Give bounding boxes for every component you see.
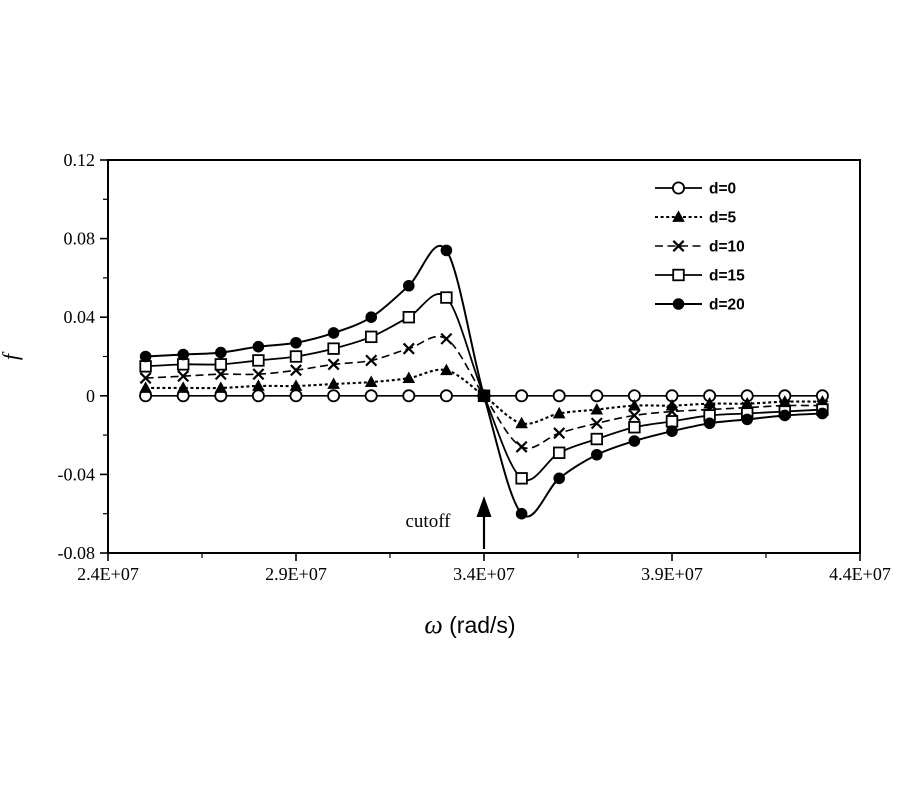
series-marker-d0 <box>364 389 378 403</box>
series-marker-d5 <box>440 363 453 376</box>
series-marker-d0 <box>552 389 566 403</box>
series-marker-d20 <box>515 507 528 520</box>
series-marker-d15 <box>214 358 228 371</box>
x-axis-tick-label: 2.9E+07 <box>265 564 327 584</box>
legend-d15-marker <box>672 268 685 282</box>
series-marker-d10 <box>590 417 603 430</box>
legend-d15-label: d=15 <box>709 268 745 285</box>
series-marker-d5 <box>289 379 303 391</box>
series-marker-d20 <box>666 425 678 437</box>
series-marker-d10 <box>666 405 678 418</box>
legend-d5-label: d=5 <box>709 210 737 227</box>
cutoff-arrow-head <box>476 496 492 517</box>
series-marker-d20 <box>252 340 265 353</box>
series-marker-d20 <box>440 244 453 257</box>
series-marker-d5 <box>139 381 152 393</box>
series-line-d20 <box>145 244 823 518</box>
y-axis-tick-label: 0.08 <box>64 229 96 249</box>
series-marker-d20 <box>365 311 378 324</box>
x-axis-tick-label: 4.4E+07 <box>829 564 891 584</box>
series-marker-d10 <box>252 368 265 381</box>
legend-d10-label: d=10 <box>709 239 745 256</box>
series-marker-d15 <box>590 432 604 446</box>
series-marker-d10 <box>628 409 641 422</box>
legend-d0-marker <box>672 181 686 195</box>
y-axis-tick-label: 0 <box>86 386 95 406</box>
y-axis-tick-label: -0.08 <box>58 543 96 563</box>
series-marker-d5 <box>252 379 265 391</box>
x-axis-units: (rad/s) <box>442 612 516 638</box>
series-marker-d10 <box>365 354 378 367</box>
series-marker-d20 <box>553 472 565 485</box>
series-marker-d10 <box>214 368 227 381</box>
x-axis-tick-label: 3.4E+07 <box>453 564 515 584</box>
series-marker-d20 <box>403 279 415 292</box>
series-marker-d15 <box>176 358 190 371</box>
series-marker-d10 <box>327 358 340 371</box>
x-axis-tick-label: 3.9E+07 <box>641 564 703 584</box>
series-marker-d20 <box>741 413 753 426</box>
series-marker-d5 <box>327 377 340 389</box>
series-marker-d20 <box>703 417 716 430</box>
series-marker-d5 <box>402 371 416 384</box>
y-axis-tick-label: -0.04 <box>58 464 96 484</box>
series-marker-d15 <box>402 310 416 324</box>
series-marker-d15 <box>628 421 641 434</box>
series-marker-d10 <box>139 372 152 385</box>
series-marker-d15 <box>327 342 340 355</box>
series-marker-d20 <box>290 336 302 349</box>
y-axis-tick-label: 0.04 <box>64 307 96 327</box>
legend-d0-label: d=0 <box>709 181 736 198</box>
series-marker-d15 <box>364 330 378 344</box>
series-marker-d0 <box>327 389 341 403</box>
series-marker-d5 <box>176 381 190 393</box>
series-marker-d20 <box>177 348 189 361</box>
series-marker-d0 <box>251 389 265 403</box>
legend-d10-marker <box>672 240 685 252</box>
series-marker-d20 <box>591 448 603 461</box>
series-marker-d10 <box>440 332 453 345</box>
series-marker-d15 <box>289 350 303 363</box>
series-marker-d10 <box>177 370 190 383</box>
series-marker-d20 <box>779 409 791 422</box>
series-marker-d5 <box>590 402 604 415</box>
y-axis-title: f <box>0 353 23 361</box>
legend-d5-marker <box>672 210 685 222</box>
series-marker-d20 <box>816 407 829 420</box>
series-marker-d10 <box>290 364 302 377</box>
series-marker-d10 <box>553 427 566 440</box>
series-marker-d0 <box>590 389 604 403</box>
series-marker-d5 <box>515 416 528 429</box>
series-marker-d0 <box>439 389 453 403</box>
series-marker-d0 <box>515 389 529 403</box>
series-marker-d5 <box>628 399 641 411</box>
legend-d20-label: d=20 <box>709 297 745 314</box>
omega-symbol: ω <box>424 610 443 639</box>
legend-d20-marker <box>672 298 685 310</box>
series-marker-d10 <box>515 440 528 453</box>
x-axis-title: ω (rad/s) <box>370 610 570 640</box>
series-marker-d20 <box>215 346 227 359</box>
series-marker-d5 <box>214 381 228 393</box>
series-marker-d15 <box>440 291 453 304</box>
series-marker-d0 <box>402 389 416 403</box>
cutoff-convergence-marker <box>478 389 490 402</box>
series-marker-d15 <box>553 446 566 459</box>
series-marker-d15 <box>139 360 152 373</box>
series-marker-d0 <box>289 389 303 403</box>
x-axis-tick-label: 2.4E+07 <box>77 564 139 584</box>
series-marker-d15 <box>665 415 679 428</box>
y-axis-tick-label: 0.12 <box>64 150 96 170</box>
series-marker-d5 <box>364 375 378 387</box>
series-marker-d10 <box>402 342 415 355</box>
cutoff-annotation-label: cutoff <box>405 511 451 532</box>
series-marker-d20 <box>139 350 152 363</box>
series-marker-d15 <box>252 354 265 367</box>
series-marker-d20 <box>628 435 641 447</box>
series-marker-d15 <box>515 472 528 485</box>
series-marker-d5 <box>552 406 566 419</box>
series-marker-d20 <box>327 327 340 339</box>
